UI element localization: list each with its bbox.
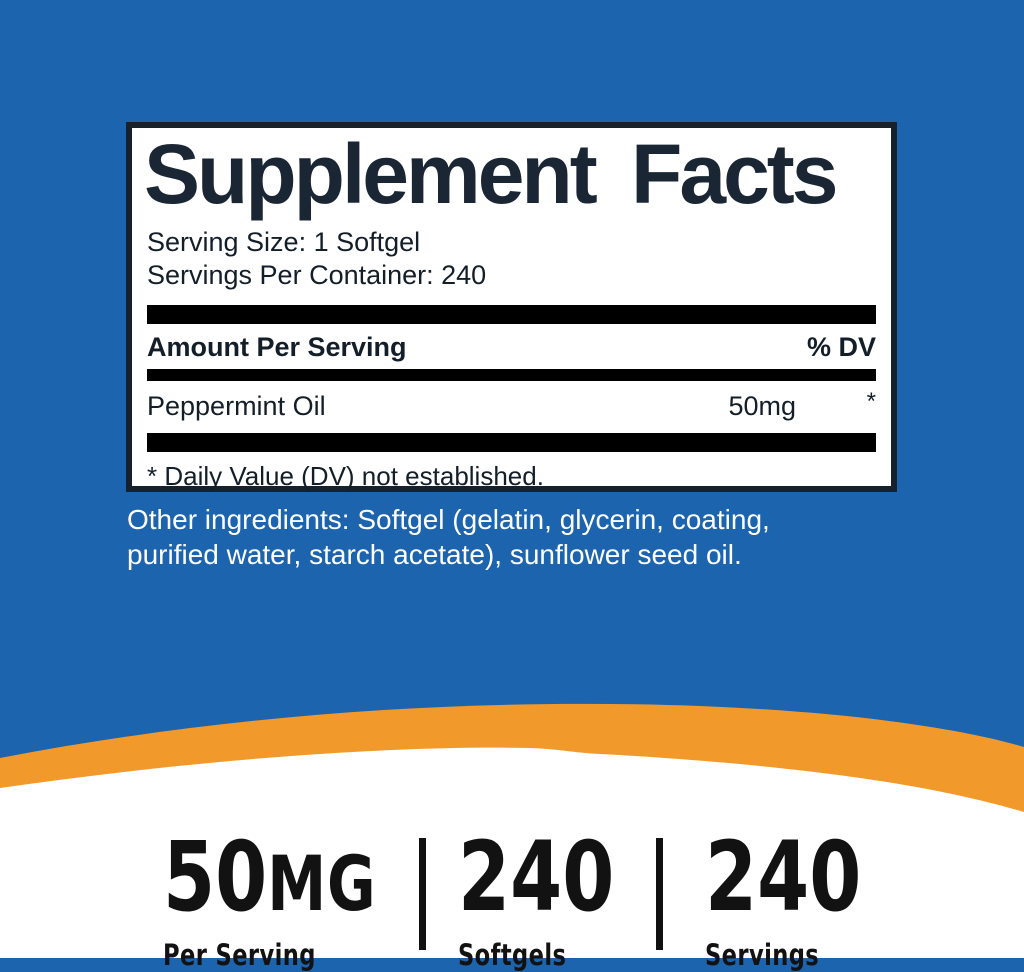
percent-dv-header: % DV [806,332,876,362]
stat-per-serving-value: 50MG [163,829,377,928]
stat-per-serving-label: Per Serving [163,938,316,972]
stat-per-serving: 50MG Per Serving [163,829,377,972]
other-ingredients-line-2: purified water, starch acetate), sunflow… [127,539,742,570]
other-ingredients-text: Other ingredients: Softgel (gelatin, gly… [127,502,770,572]
stat-servings: 240 Servings [705,829,861,972]
swoosh-white-base [0,747,1024,958]
stat-softgels-label: Softgels [458,938,567,972]
stat-per-serving-unit: MG [267,839,377,928]
stat-softgels-value: 240 [458,829,614,925]
facts-title: Supplement Facts [144,127,838,221]
thick-rule-top [147,305,876,324]
supplement-facts-panel: Supplement Facts Serving Size: 1 Softgel… [126,122,897,492]
other-ingredients-line-1: Other ingredients: Softgel (gelatin, gly… [127,504,770,535]
stat-per-serving-number: 50 [163,821,268,933]
ingredient-amount: 50mg [728,391,796,421]
amount-per-serving-header: Amount Per Serving [147,332,407,362]
stat-servings-number: 240 [705,821,862,933]
stat-servings-label: Servings [705,938,820,972]
serving-size-line: Serving Size: 1 Softgel [147,227,421,257]
swoosh-brush-ticks [814,755,835,773]
dosage-stats-strip: 50MG Per Serving 240 Softgels 240 Servin… [0,829,1024,972]
stats-divider-2 [656,838,663,950]
daily-value-footnote: * Daily Value (DV) not established. [147,461,544,491]
ingredient-name: Peppermint Oil [147,391,326,421]
orange-swoosh-graphic [0,703,1024,958]
thick-rule-bottom [147,433,876,452]
stat-servings-value: 240 [705,829,861,925]
stat-softgels: 240 Softgels [458,829,614,972]
servings-per-container-line: Servings Per Container: 240 [147,260,487,290]
table-header-row: Amount Per Serving % DV [147,324,876,369]
thin-rule [147,369,876,381]
ingredient-dv-asterisk: * [866,388,876,415]
stats-divider-1 [419,838,426,950]
stat-softgels-number: 240 [458,821,615,933]
ingredient-row: Peppermint Oil 50mg * [147,381,876,433]
